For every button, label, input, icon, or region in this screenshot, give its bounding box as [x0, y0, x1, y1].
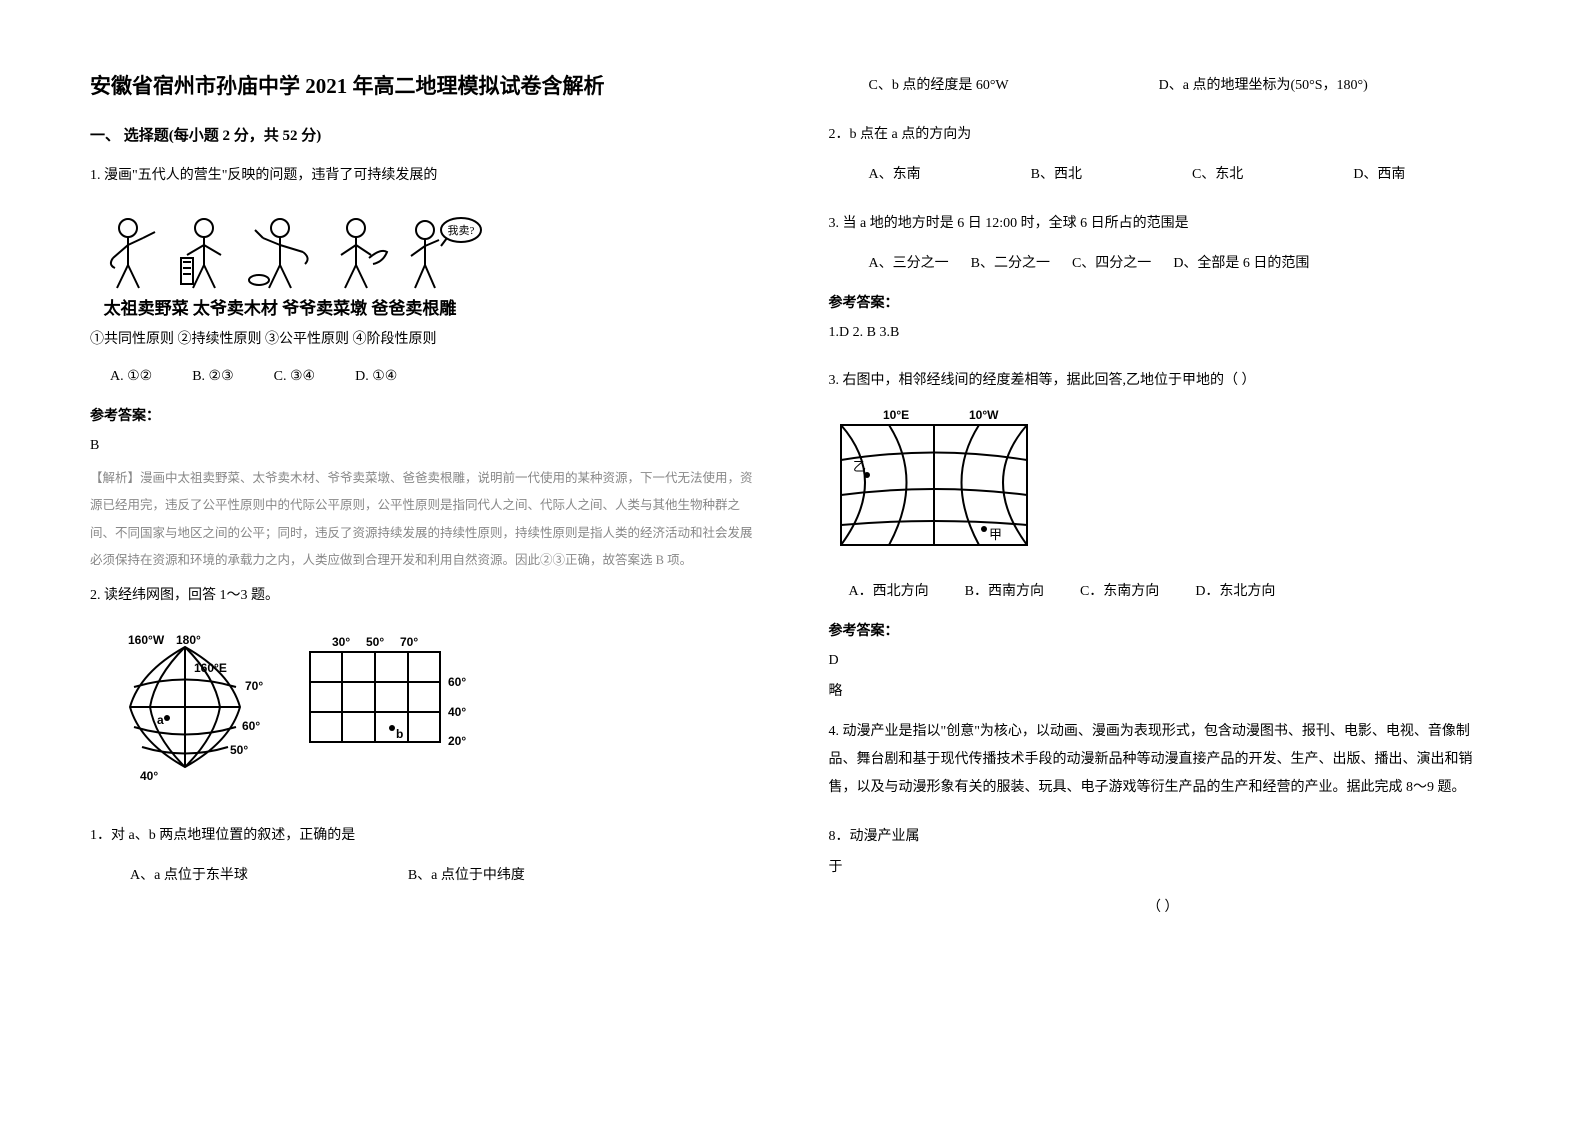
q3-opt-c: C．东南方向: [1080, 580, 1159, 600]
cartoon-figure-2: [169, 210, 239, 290]
map-left-160e: 160°E: [194, 661, 227, 675]
map-left-70: 70°: [245, 679, 263, 693]
q2-sub1-row1: A、a 点位于东半球 B、a 点位于中纬度: [110, 864, 759, 884]
q1-opt-c: C. ③④: [274, 368, 315, 385]
q1-stem: 1. 漫画"五代人的营生"反映的问题，违背了可持续发展的: [90, 163, 759, 188]
q1-answer-label: 参考答案：: [90, 405, 759, 425]
q1-options: A. ①② B. ②③ C. ③④ D. ①④: [110, 368, 759, 385]
right-column: C、b 点的经度是 60°W D、a 点的地理坐标为(50°S，180°) 2．…: [829, 70, 1498, 1082]
q3-answer-label: 参考答案：: [829, 620, 1498, 640]
q3-map-yi: 乙: [853, 459, 866, 474]
cartoon-figure-3: [245, 210, 315, 290]
map-left-point-a: a: [157, 713, 164, 727]
map-right-40: 40°: [448, 705, 466, 719]
q1-opt-d: D. ①④: [355, 368, 397, 385]
map-right-60: 60°: [448, 675, 466, 689]
q2-s1a: A、a 点位于东半球: [130, 864, 248, 884]
q1-analysis: 【解析】漫画中太祖卖野菜、太爷卖木材、爷爷卖菜墩、爸爸卖根雕，说明前一代使用的某…: [90, 465, 759, 575]
q2-s3b: B、二分之一: [971, 252, 1050, 272]
q1-principles: ①共同性原则 ②持续性原则 ③公平性原则 ④阶段性原则: [90, 327, 759, 352]
q2-sub3: 3. 当 a 地的地方时是 6 日 12:00 时，全球 6 日所占的范围是: [829, 211, 1498, 236]
q2-s1b: B、a 点位于中纬度: [408, 864, 525, 884]
q2-s1d: D、a 点的地理坐标为(50°S，180°): [1159, 74, 1368, 94]
cartoon-caption: 太祖卖野菜 太爷卖木材 爷爷卖菜墩 爸爸卖根雕: [90, 294, 470, 319]
map-right-70: 70°: [400, 635, 418, 649]
cartoon-figure-5: 我卖?: [397, 210, 467, 290]
q2-s3c: C、四分之一: [1072, 252, 1151, 272]
q2-s2d: D、西南: [1353, 163, 1405, 183]
q3-map: 10°E 10°W 乙 甲: [829, 405, 1498, 560]
left-column: 安徽省宿州市孙庙中学 2021 年高二地理模拟试卷含解析 一、 选择题(每小题 …: [90, 70, 759, 1082]
q2-answer: 1.D 2. B 3.B: [829, 320, 1498, 345]
q3-map-10w: 10°W: [969, 408, 999, 422]
q2-s3d: D、全部是 6 日的范围: [1173, 252, 1309, 272]
map-right-20: 20°: [448, 734, 466, 748]
q2-s1c: C、b 点的经度是 60°W: [869, 74, 1009, 94]
q4-sub8a: 8．动漫产业属: [829, 824, 1498, 849]
q1-cartoon: 我卖?: [90, 200, 470, 290]
q3-opt-d: D．东北方向: [1195, 580, 1275, 600]
q2-s2c: C、东北: [1192, 163, 1243, 183]
map-right-50: 50°: [366, 635, 384, 649]
q1-opt-b: B. ②③: [192, 368, 233, 385]
map-right-point-b: b: [396, 727, 403, 741]
q2-sub1-row2: C、b 点的经度是 60°W D、a 点的地理坐标为(50°S，180°): [849, 74, 1498, 94]
q3-opt-a: A．西北方向: [849, 580, 929, 600]
doc-title: 安徽省宿州市孙庙中学 2021 年高二地理模拟试卷含解析: [90, 70, 759, 100]
q3-answer: D: [829, 648, 1498, 673]
q2-s2b: B、西北: [1031, 163, 1082, 183]
map-left-50: 50°: [230, 743, 248, 757]
map-left-40: 40°: [140, 769, 158, 782]
q3-map-jia: 甲: [989, 527, 1002, 542]
q2-stem: 2. 读经纬网图，回答 1～3 题。: [90, 583, 759, 608]
map-left-180: 180°: [176, 633, 201, 647]
q2-answer-label: 参考答案：: [829, 292, 1498, 312]
q4-stem: 4. 动漫产业是指以"创意"为核心，以动画、漫画为表现形式，包含动漫图书、报刊、…: [829, 718, 1498, 802]
q2-sub2: 2．b 点在 a 点的方向为: [829, 122, 1498, 147]
q2-maps: a 160°W 180° 160°E 70° 60° 50° 40°: [100, 632, 759, 787]
q4-paren: （ ）: [829, 895, 1498, 920]
q2-map-left: a 160°W 180° 160°E 70° 60° 50° 40°: [100, 632, 270, 787]
q2-s2a: A、东南: [869, 163, 921, 183]
section-heading: 一、 选择题(每小题 2 分，共 52 分): [90, 124, 759, 145]
q3-brief: 略: [829, 679, 1498, 704]
map-left-160w: 160°W: [128, 633, 165, 647]
q3-stem: 3. 右图中，相邻经线间的经度差相等，据此回答,乙地位于甲地的（ ）: [829, 368, 1498, 393]
q3-options: A．西北方向 B．西南方向 C．东南方向 D．东北方向: [849, 580, 1498, 600]
q2-sub3-options: A、三分之一 B、二分之一 C、四分之一 D、全部是 6 日的范围: [849, 252, 1498, 272]
q3-map-10e: 10°E: [883, 408, 909, 422]
cartoon-figure-1: [93, 210, 163, 290]
cartoon-figure-4: [321, 210, 391, 290]
map-right-30: 30°: [332, 635, 350, 649]
q1-answer: B: [90, 433, 759, 458]
q3-opt-b: B．西南方向: [965, 580, 1044, 600]
q2-sub1: 1．对 a、b 两点地理位置的叙述，正确的是: [90, 823, 759, 848]
q1-opt-a: A. ①②: [110, 368, 152, 385]
q2-s3a: A、三分之一: [869, 252, 949, 272]
q4-sub8b: 于: [829, 855, 1498, 880]
map-left-60: 60°: [242, 719, 260, 733]
speech-bubble-text: 我卖?: [448, 224, 475, 237]
q2-sub2-options: A、东南 B、西北 C、东北 D、西南: [849, 163, 1498, 183]
q2-map-right: b 30° 50° 70° 60° 40° 20°: [300, 632, 480, 787]
